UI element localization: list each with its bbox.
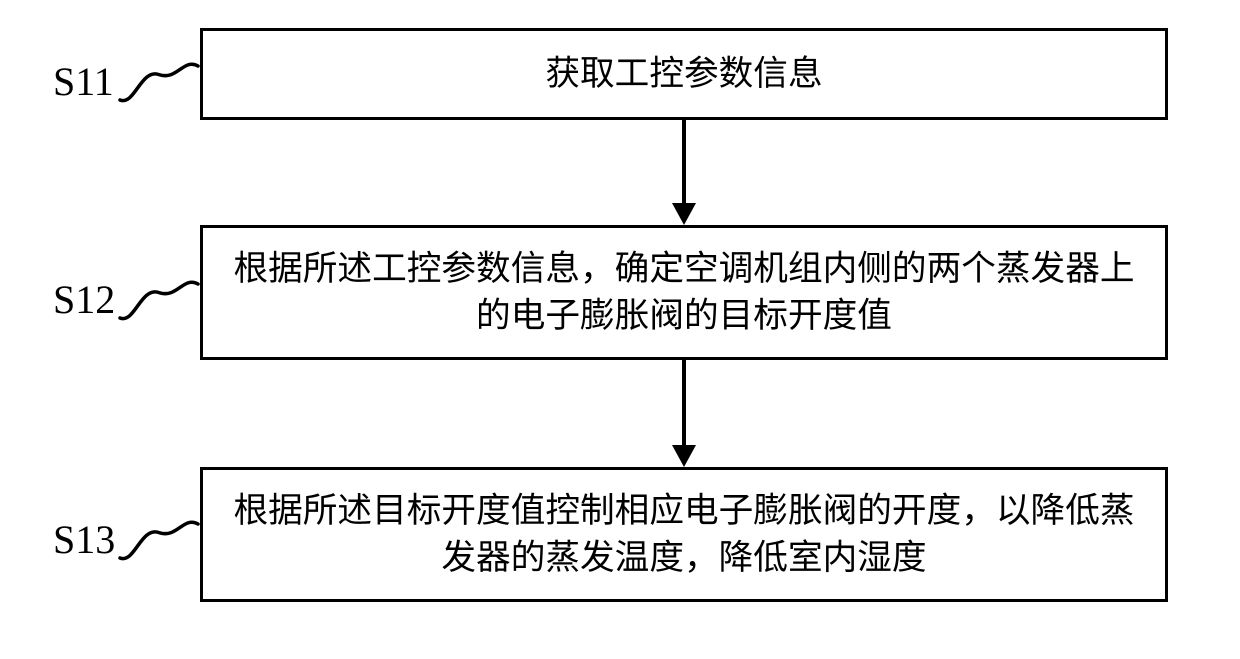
step-box-s11: 获取工控参数信息 xyxy=(200,28,1168,120)
step-text-s13: 根据所述目标开度值控制相应电子膨胀阀的开度，以降低蒸发器的蒸发温度，降低室内湿度 xyxy=(223,488,1145,582)
arrow-s11-s12 xyxy=(668,120,700,225)
squiggle-s12 xyxy=(118,280,200,322)
step-box-s13: 根据所述目标开度值控制相应电子膨胀阀的开度，以降低蒸发器的蒸发温度，降低室内湿度 xyxy=(200,467,1168,602)
step-text-s11: 获取工控参数信息 xyxy=(223,51,1145,98)
flowchart-canvas: S11 S12 S13 获取工控参数信息 根据所述工控参数信息，确定空调机组内侧… xyxy=(0,0,1240,659)
arrow-s12-s13 xyxy=(668,360,700,467)
step-box-s12: 根据所述工控参数信息，确定空调机组内侧的两个蒸发器上的电子膨胀阀的目标开度值 xyxy=(200,225,1168,360)
squiggle-s13 xyxy=(118,520,200,562)
squiggle-s11 xyxy=(118,62,200,104)
step-text-s12: 根据所述工控参数信息，确定空调机组内侧的两个蒸发器上的电子膨胀阀的目标开度值 xyxy=(223,246,1145,340)
label-s11: S11 xyxy=(53,58,114,105)
label-s12: S12 xyxy=(53,276,115,323)
label-s13: S13 xyxy=(53,516,115,563)
